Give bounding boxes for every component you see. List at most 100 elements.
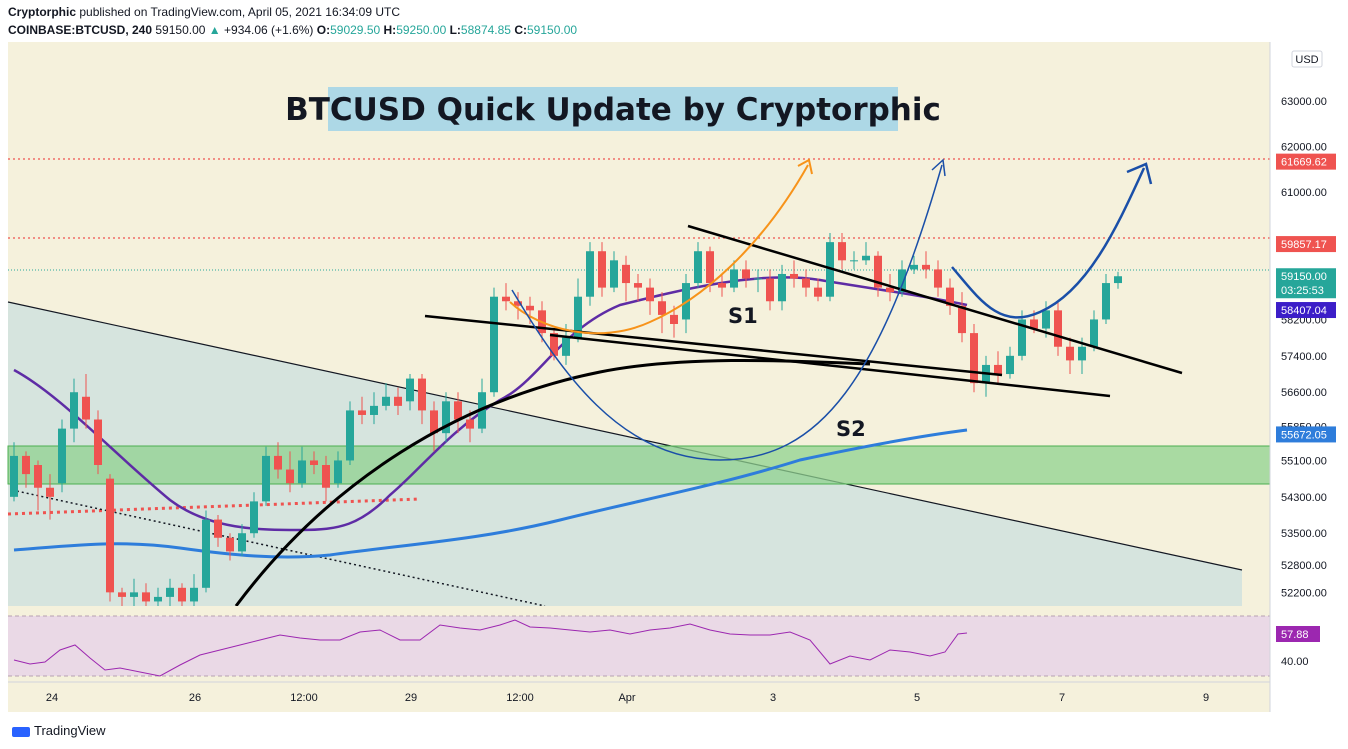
candle-body[interactable]	[466, 419, 474, 429]
candle-body[interactable]	[562, 337, 570, 356]
candle-body[interactable]	[322, 465, 330, 488]
projection-orange[interactable]	[509, 164, 809, 335]
candle-body[interactable]	[454, 401, 462, 420]
support-line-s1[interactable]	[424, 314, 1003, 377]
candle-body[interactable]	[298, 460, 306, 484]
candle-body[interactable]	[718, 283, 726, 288]
candle-body[interactable]	[1078, 346, 1086, 361]
candle-body[interactable]	[94, 419, 102, 465]
candle-body[interactable]	[658, 301, 666, 315]
candle-body[interactable]	[994, 364, 1002, 375]
candle-body[interactable]	[286, 469, 294, 484]
candle-body[interactable]	[934, 269, 942, 288]
candle-body[interactable]	[178, 587, 186, 602]
price-chart[interactable]: BTCUSD Quick Update by Cryptorphic S1 S2…	[0, 0, 1348, 712]
candle-body[interactable]	[970, 333, 978, 384]
support-line-s2[interactable]	[549, 333, 1111, 398]
candle-body[interactable]	[838, 242, 846, 261]
tradingview-brand[interactable]: TradingView	[12, 723, 106, 738]
candle-body[interactable]	[250, 501, 258, 534]
candle-body[interactable]	[1114, 276, 1122, 284]
candle-body[interactable]	[766, 278, 774, 302]
candle-body[interactable]	[106, 478, 114, 593]
candle-body[interactable]	[382, 396, 390, 406]
candle-body[interactable]	[1102, 283, 1110, 320]
candle-body[interactable]	[778, 273, 786, 302]
candle-body[interactable]	[358, 410, 366, 415]
projection-blue-thin[interactable]	[511, 164, 943, 461]
candle-body[interactable]	[598, 251, 606, 288]
candle-body[interactable]	[118, 592, 126, 597]
candle-body[interactable]	[82, 396, 90, 420]
candle-body[interactable]	[958, 305, 966, 334]
candle-body[interactable]	[730, 269, 738, 288]
price-tag[interactable]	[1276, 236, 1336, 253]
candle-body[interactable]	[742, 269, 750, 279]
price-tag[interactable]	[1276, 426, 1336, 443]
candle-body[interactable]	[574, 296, 582, 338]
candle-body[interactable]	[394, 396, 402, 406]
candle-body[interactable]	[1018, 319, 1026, 356]
candle-body[interactable]	[1054, 310, 1062, 347]
candle-body[interactable]	[130, 592, 138, 597]
candle-body[interactable]	[898, 269, 906, 293]
candle-body[interactable]	[1066, 346, 1074, 361]
candle-body[interactable]	[634, 283, 642, 288]
rsi-value-tag[interactable]	[1276, 626, 1320, 642]
candle-body[interactable]	[850, 260, 858, 262]
candle-body[interactable]	[58, 428, 66, 484]
candle-body[interactable]	[70, 392, 78, 429]
candle-body[interactable]	[418, 378, 426, 411]
candle-body[interactable]	[262, 455, 270, 502]
candle-body[interactable]	[274, 455, 282, 470]
candle-body[interactable]	[46, 487, 54, 497]
descending-trendline[interactable]	[7, 301, 1243, 571]
candle-body[interactable]	[142, 592, 150, 602]
candle-body[interactable]	[214, 519, 222, 538]
candle-body[interactable]	[922, 264, 930, 270]
candle-body[interactable]	[694, 251, 702, 284]
candle-body[interactable]	[238, 533, 246, 552]
candle-body[interactable]	[670, 314, 678, 324]
candle-body[interactable]	[310, 460, 318, 465]
candle-body[interactable]	[166, 587, 174, 597]
price-tag[interactable]	[1276, 302, 1336, 319]
candle-body[interactable]	[22, 455, 30, 475]
candle-body[interactable]	[886, 287, 894, 293]
candle-body[interactable]	[502, 296, 510, 302]
candle-body[interactable]	[1042, 310, 1050, 329]
support-zone[interactable]	[7, 445, 1271, 485]
candle-body[interactable]	[334, 460, 342, 484]
candle-body[interactable]	[862, 255, 870, 261]
candle-body[interactable]	[1030, 319, 1038, 329]
candle-body[interactable]	[34, 465, 42, 488]
candle-body[interactable]	[754, 278, 762, 280]
candle-body[interactable]	[802, 278, 810, 288]
projection-blue-thick[interactable]	[951, 167, 1146, 319]
candle-body[interactable]	[430, 410, 438, 434]
candle-body[interactable]	[646, 287, 654, 302]
price-tag[interactable]	[1276, 268, 1336, 299]
candle-body[interactable]	[622, 264, 630, 284]
price-tag[interactable]	[1276, 153, 1336, 170]
symbol-label[interactable]: COINBASE:BTCUSD, 240	[8, 23, 153, 37]
candle-body[interactable]	[154, 596, 162, 602]
candle-body[interactable]	[346, 410, 354, 461]
candle-body[interactable]	[1006, 355, 1014, 375]
candle-body[interactable]	[1090, 319, 1098, 347]
currency-badge[interactable]	[1291, 50, 1323, 68]
candle-body[interactable]	[874, 255, 882, 288]
candle-body[interactable]	[406, 378, 414, 402]
candle-body[interactable]	[190, 587, 198, 602]
candle-body[interactable]	[370, 405, 378, 415]
candle-body[interactable]	[526, 305, 534, 311]
candle-body[interactable]	[610, 260, 618, 288]
candle-body[interactable]	[202, 519, 210, 588]
candle-body[interactable]	[442, 401, 450, 434]
candle-body[interactable]	[586, 251, 594, 297]
candle-body[interactable]	[706, 251, 714, 284]
candle-body[interactable]	[814, 287, 822, 297]
candle-body[interactable]	[910, 264, 918, 270]
candle-body[interactable]	[790, 273, 798, 279]
candle-body[interactable]	[490, 296, 498, 393]
